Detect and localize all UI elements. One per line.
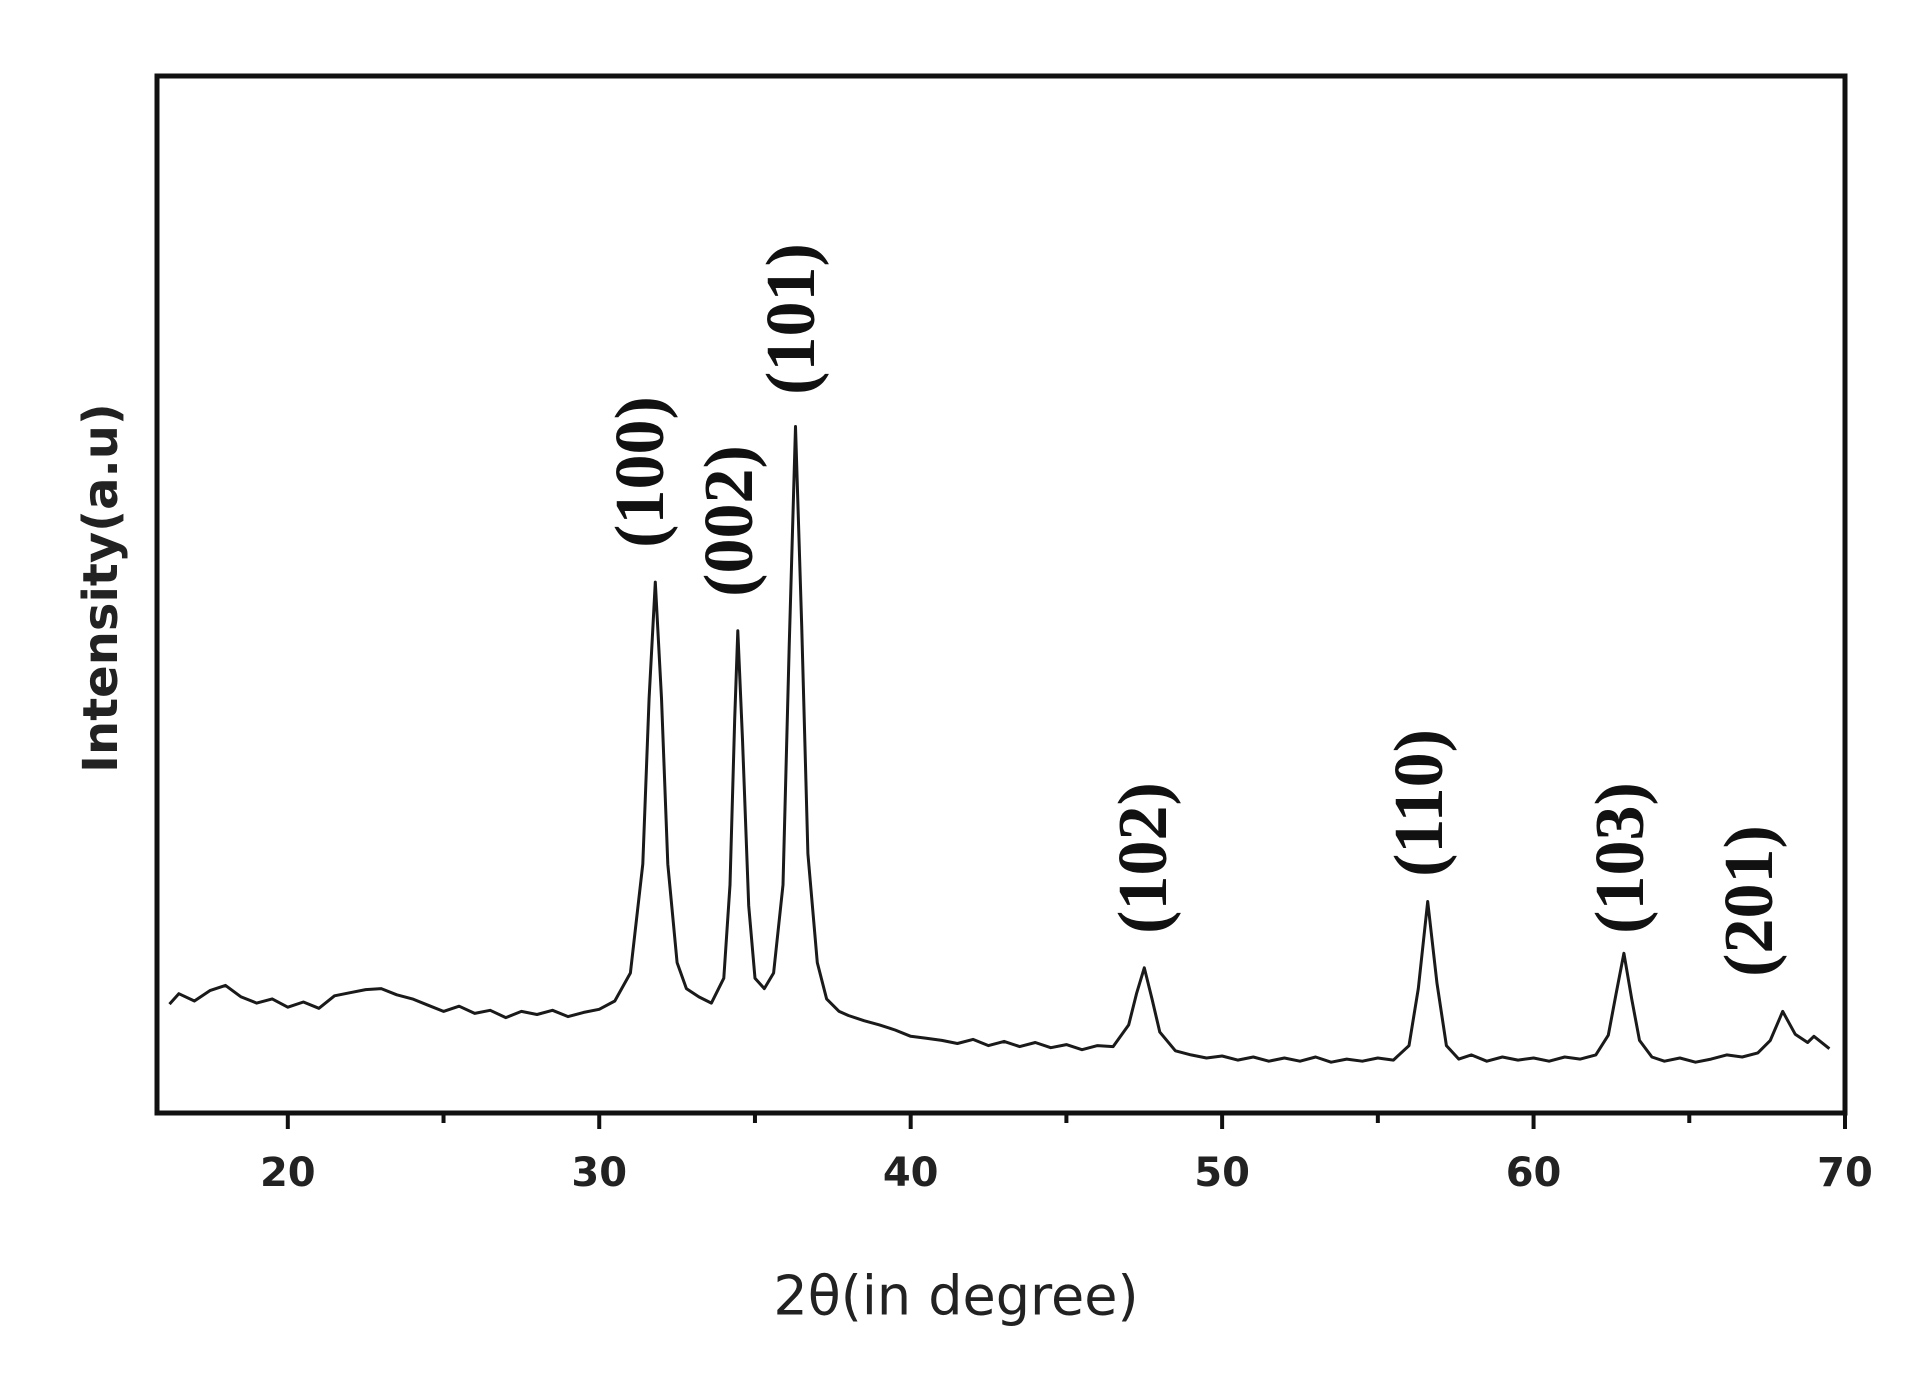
xrd-line <box>168 425 1831 1064</box>
peak-label: (103) <box>1582 782 1659 934</box>
x-axis-label: 2θ(in degree) <box>773 1265 1138 1328</box>
x-tick-label: 60 <box>1506 1150 1562 1196</box>
peak-label: (110) <box>1381 729 1458 877</box>
peak-label: (201) <box>1711 825 1788 977</box>
x-tick-label: 30 <box>571 1150 627 1196</box>
x-tick-label: 20 <box>260 1150 316 1196</box>
plot-frame <box>154 73 1848 1116</box>
x-tick-label: 40 <box>883 1150 939 1196</box>
y-axis-label: Intensity(a.u) <box>73 403 129 773</box>
peak-label: (002) <box>691 445 768 597</box>
peak-label: (101) <box>753 243 830 395</box>
peak-label: (102) <box>1105 782 1182 934</box>
x-tick-label: 50 <box>1194 1150 1250 1196</box>
peak-label: (100) <box>602 396 679 548</box>
x-tick-label: 70 <box>1817 1150 1873 1196</box>
